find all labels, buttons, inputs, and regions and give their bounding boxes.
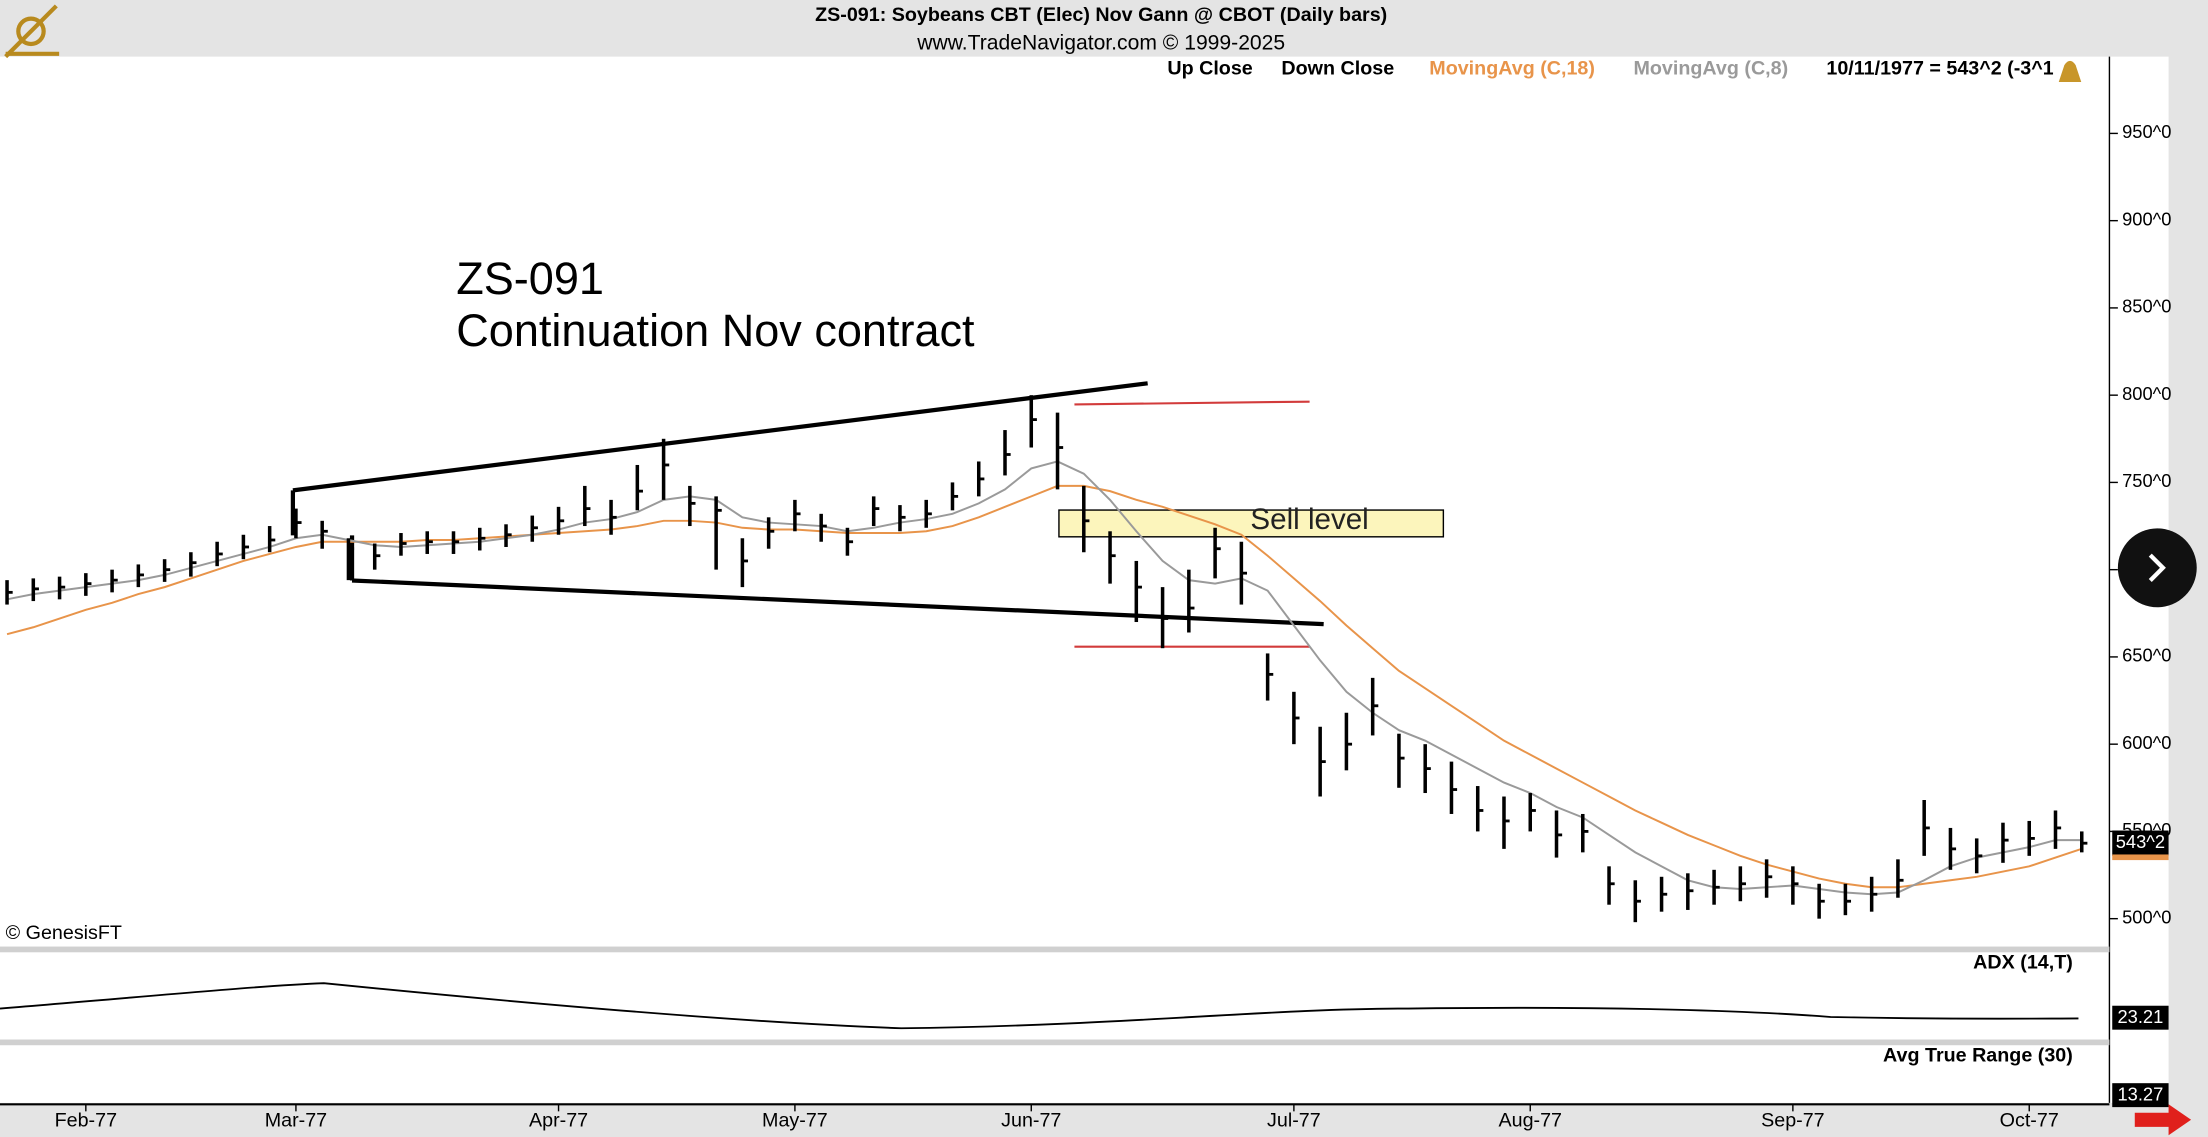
chart-title: ZS-091: Soybeans CBT (Elec) Nov Gann @ C…	[815, 4, 1387, 26]
atr-value: 13.27	[2118, 1084, 2164, 1105]
readout-clip: 10/11/1977 = 543^2 (-3^1)	[1826, 58, 2060, 80]
legend-down-close: Down Close	[1281, 58, 1394, 80]
x-tick-label: Feb-77	[55, 1109, 117, 1131]
red-levels	[1074, 400, 1310, 648]
sell-level-box	[1058, 509, 1445, 538]
legend-ma8: MovingAvg (C,8)	[1633, 58, 1788, 80]
logo	[4, 4, 60, 59]
x-tick-label: May-77	[762, 1109, 828, 1131]
next-button-circle[interactable]	[2117, 528, 2197, 608]
copyright: © GenesisFT	[6, 922, 122, 944]
plot: 500^0550^0600^0650^0700^0750^0800^0850^0…	[5, 121, 2171, 1131]
legend-up-close: Up Close	[1167, 58, 1252, 80]
price-pane	[0, 56, 2110, 947]
chart-subtitle: www.TradeNavigator.com © 1999-2025	[916, 32, 1285, 55]
scroll-arrow[interactable]	[2134, 1104, 2192, 1136]
adx-pane	[0, 952, 2110, 1040]
x-tick-label: Oct-77	[2000, 1109, 2059, 1131]
adx-value: 23.21	[2118, 1006, 2164, 1027]
x-tick-label: Sep-77	[1761, 1109, 1825, 1131]
alert-bell	[2058, 60, 2082, 82]
y-tick-label: 800^0	[2122, 383, 2171, 404]
x-tick-label: Mar-77	[265, 1109, 327, 1131]
legend-ma18: MovingAvg (C,18)	[1429, 58, 1595, 80]
next-button-icon[interactable]	[2148, 553, 2166, 582]
y-tick-label: 600^0	[2122, 732, 2171, 753]
x-tick-label: Apr-77	[529, 1109, 588, 1131]
adx-label: ADX (14,T)	[1973, 952, 2073, 974]
y-tick-label: 500^0	[2122, 906, 2171, 927]
annotation-title: ZS-091	[456, 253, 604, 304]
pane-separator	[0, 1039, 2110, 1046]
annotation-subtitle: Continuation Nov contract	[456, 305, 975, 356]
atr-value-tag	[2112, 1083, 2169, 1108]
readout: 10/11/1977 = 543^2 (-3^1)	[1826, 58, 2060, 80]
y-tick-label: 750^0	[2122, 470, 2171, 491]
x-tick-label: Jun-77	[1001, 1109, 1061, 1131]
x-tick-label: Jul-77	[1267, 1109, 1321, 1131]
last-price-underline	[2112, 854, 2169, 861]
moving-average	[6, 460, 2082, 896]
y-tick-label: 850^0	[2122, 296, 2171, 317]
y-tick-label: 650^0	[2122, 645, 2171, 666]
adx-value-tag	[2112, 1005, 2169, 1030]
y-tick-label: 900^0	[2122, 208, 2171, 229]
x-tick-label: Aug-77	[1498, 1109, 1562, 1131]
sell-level-label: Sell level	[1250, 503, 1368, 536]
adx-line	[0, 982, 2079, 1030]
last-price-tag	[2112, 830, 2169, 856]
last-price-label: 543^2	[2116, 831, 2165, 852]
atr-label: Avg True Range (30)	[1883, 1045, 2073, 1067]
y-tick-label: 950^0	[2122, 121, 2171, 142]
atr-pane	[0, 1045, 2110, 1103]
next-button[interactable]	[2117, 528, 2197, 608]
pane-separator	[0, 946, 2110, 953]
